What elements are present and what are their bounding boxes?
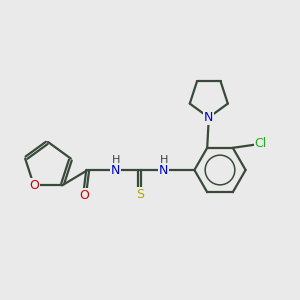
Text: H: H <box>160 154 169 165</box>
Text: S: S <box>136 188 144 200</box>
Text: N: N <box>111 164 120 176</box>
Text: N: N <box>159 164 168 176</box>
Text: O: O <box>29 179 39 192</box>
Text: H: H <box>112 154 121 165</box>
Text: O: O <box>80 189 89 202</box>
Text: Cl: Cl <box>255 137 267 150</box>
Text: N: N <box>204 111 214 124</box>
